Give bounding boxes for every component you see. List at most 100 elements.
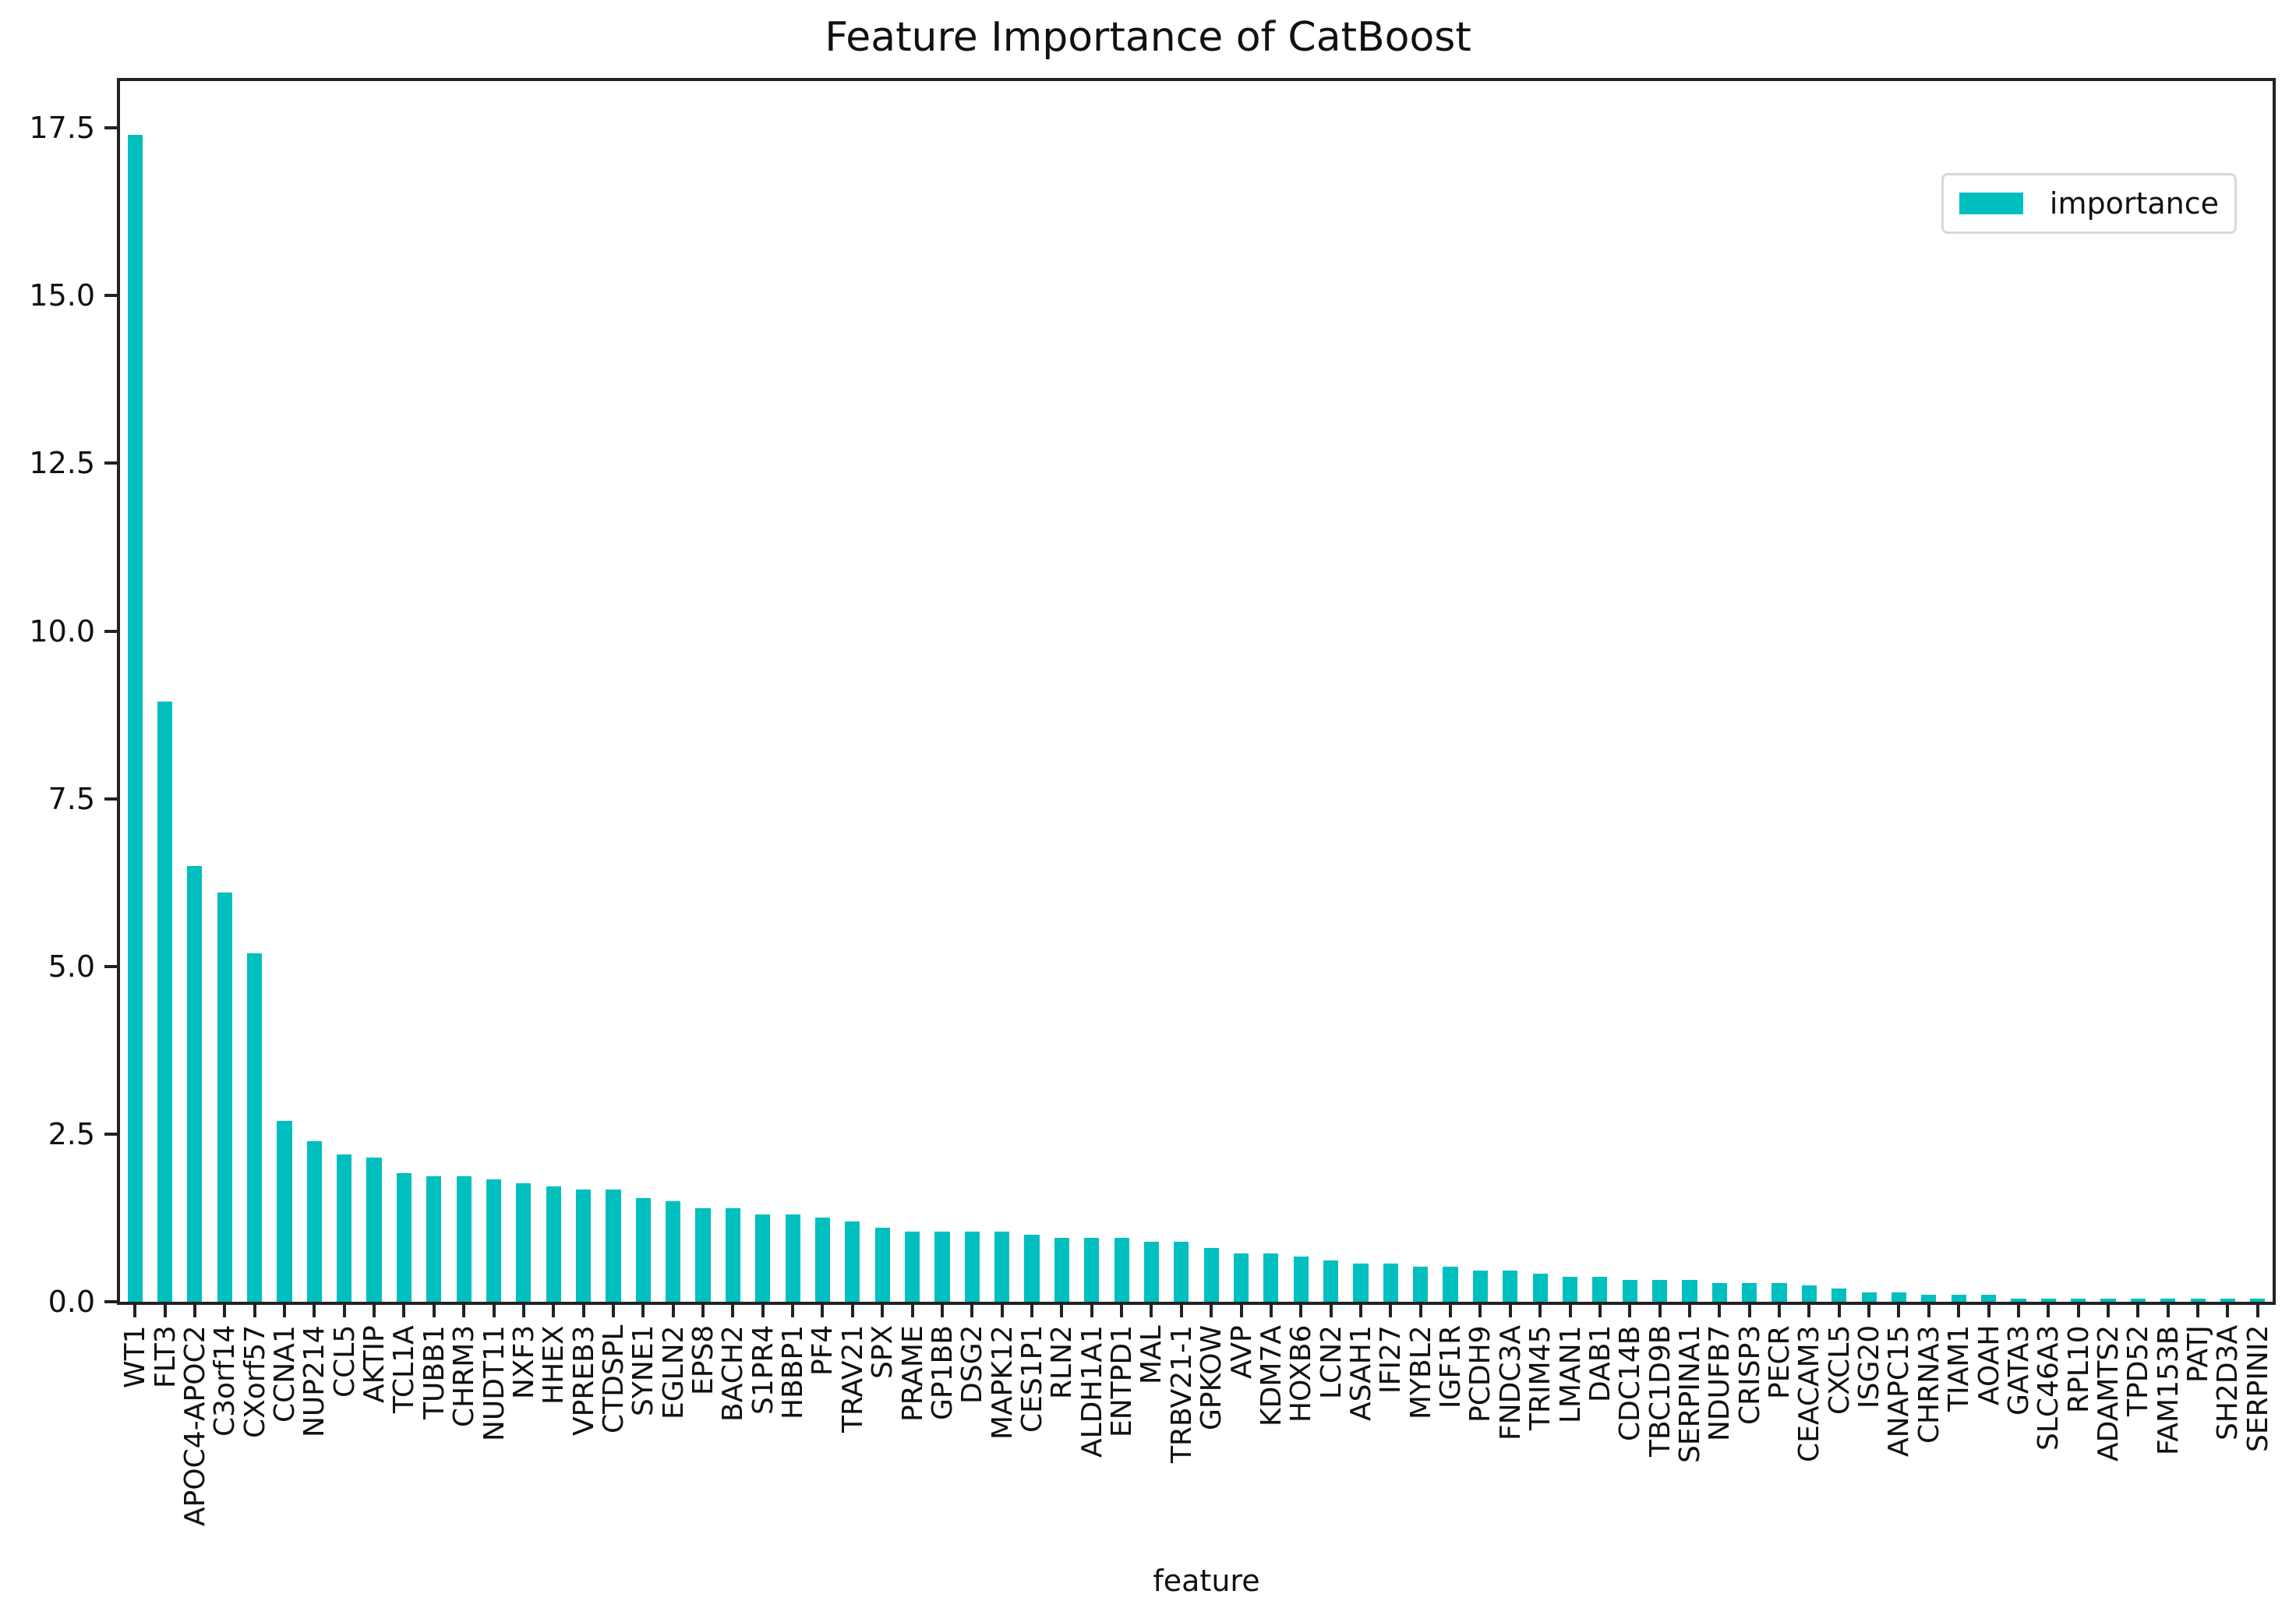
x-tick: [1957, 1305, 1961, 1317]
x-tick: [133, 1305, 137, 1317]
x-tick: [731, 1305, 735, 1317]
x-tick: [163, 1305, 167, 1317]
bar-syne1: [635, 1197, 651, 1302]
x-tick: [1210, 1305, 1213, 1317]
x-tick: [761, 1305, 765, 1317]
y-tick-mark: [104, 294, 117, 298]
bar-hbbp1: [785, 1214, 800, 1302]
x-tick: [1658, 1305, 1662, 1317]
bar-dab1: [1592, 1277, 1608, 1302]
x-tick: [1299, 1305, 1303, 1317]
y-tick-label: 7.5: [48, 781, 95, 816]
x-tick-label: NXF3: [507, 1324, 540, 1399]
bar-sh2d3a: [2220, 1298, 2236, 1302]
bar-tubb1: [426, 1176, 442, 1302]
x-tick-label: APOC4-APOC2: [178, 1325, 211, 1526]
x-tick-label: FLT3: [149, 1325, 182, 1388]
x-tick: [940, 1305, 944, 1317]
bar-ctdspl: [606, 1190, 621, 1302]
x-tick-label: AVP: [1225, 1325, 1258, 1379]
bar-chrna3: [1921, 1295, 1937, 1302]
x-tick-label: KDM7A: [1255, 1325, 1288, 1426]
x-tick: [2136, 1305, 2140, 1317]
x-tick-label: PRAME: [896, 1325, 929, 1422]
x-tick-label: CCL5: [328, 1324, 361, 1398]
x-tick: [611, 1305, 615, 1317]
x-tick-label: MAL: [1136, 1325, 1168, 1384]
x-tick: [373, 1305, 376, 1317]
x-tick: [791, 1305, 795, 1317]
legend: importance: [1941, 173, 2237, 234]
x-tick: [1867, 1305, 1871, 1317]
x-tick-label: WT1: [119, 1325, 152, 1389]
x-tick: [313, 1305, 316, 1317]
y-tick-mark: [104, 126, 117, 130]
x-tick-label: TRAV21: [836, 1324, 869, 1433]
x-tick-label: TCL1A: [388, 1325, 421, 1413]
bar-mybl2: [1413, 1267, 1429, 1302]
bar-fam153b: [2160, 1298, 2176, 1302]
x-tick: [581, 1305, 585, 1317]
x-tick: [1807, 1305, 1811, 1317]
x-tick: [1090, 1305, 1093, 1317]
x-tick: [1120, 1305, 1124, 1317]
bar-patj: [2190, 1298, 2206, 1302]
x-tick-label: GATA3: [2002, 1324, 2035, 1416]
x-tick-label: CHRNA3: [1913, 1325, 1945, 1444]
bar-rln2: [1054, 1238, 1069, 1302]
x-tick-label: EGLN2: [657, 1325, 690, 1419]
x-tick: [1538, 1305, 1542, 1317]
x-tick: [701, 1305, 705, 1317]
y-tick-label: 2.5: [48, 1116, 95, 1151]
x-tick: [432, 1305, 436, 1317]
x-tick: [253, 1305, 256, 1317]
x-tick-label: ALDH1A1: [1076, 1325, 1108, 1458]
bar-trbv21-1: [1174, 1241, 1189, 1302]
y-tick-label: 15.0: [29, 278, 95, 313]
bar-igf1r: [1443, 1267, 1458, 1302]
x-tick: [2255, 1305, 2259, 1317]
x-tick: [1628, 1305, 1632, 1317]
x-tick-label: CES1P1: [1016, 1324, 1048, 1433]
x-tick: [1897, 1305, 1901, 1317]
x-tick: [1030, 1305, 1033, 1317]
bar-apoc4-apoc2: [187, 865, 203, 1302]
bar-aldh1a1: [1084, 1238, 1100, 1302]
bar-ccna1: [277, 1120, 292, 1302]
bar-ndufb7: [1711, 1282, 1727, 1302]
x-tick-label: PECR: [1764, 1325, 1796, 1399]
x-tick: [1150, 1305, 1153, 1317]
x-tick: [1329, 1305, 1333, 1317]
y-tick-label: 5.0: [48, 949, 95, 984]
x-tick: [671, 1305, 675, 1317]
bar-gp1bb: [934, 1231, 950, 1302]
bar-mapk12: [994, 1231, 1010, 1302]
x-tick: [2166, 1305, 2170, 1317]
x-tick: [910, 1305, 914, 1317]
legend-swatch: [1959, 193, 2023, 214]
x-tick-label: TRBV21-1: [1165, 1325, 1198, 1463]
x-tick: [970, 1305, 974, 1317]
bar-serpina1: [1682, 1280, 1697, 1302]
x-tick-label: LMAN1: [1554, 1325, 1587, 1423]
x-tick: [223, 1305, 227, 1317]
bar-entpd1: [1114, 1238, 1129, 1302]
bar-lman1: [1562, 1277, 1578, 1302]
bar-hhex: [546, 1186, 561, 1302]
x-tick-label: ISG20: [1853, 1324, 1886, 1409]
bar-aoah: [1980, 1295, 1997, 1302]
x-tick-label: EPS8: [687, 1324, 720, 1395]
bar-vpreb3: [576, 1190, 592, 1302]
y-tick-mark: [104, 964, 117, 968]
bar-tbc1d9b: [1652, 1280, 1668, 1302]
x-tick-label: CRISP3: [1733, 1324, 1766, 1425]
x-tick-label: GPKOW: [1196, 1324, 1228, 1430]
x-tick-label: IGF1R: [1435, 1324, 1468, 1409]
x-tick: [282, 1305, 286, 1317]
x-tick: [850, 1305, 854, 1317]
bar-avp: [1233, 1253, 1249, 1302]
x-tick-label: RPL10: [2062, 1325, 2095, 1413]
x-tick-label: AOAH: [1973, 1324, 2005, 1405]
bar-ceacam3: [1801, 1285, 1817, 1302]
bar-mal: [1143, 1241, 1160, 1302]
